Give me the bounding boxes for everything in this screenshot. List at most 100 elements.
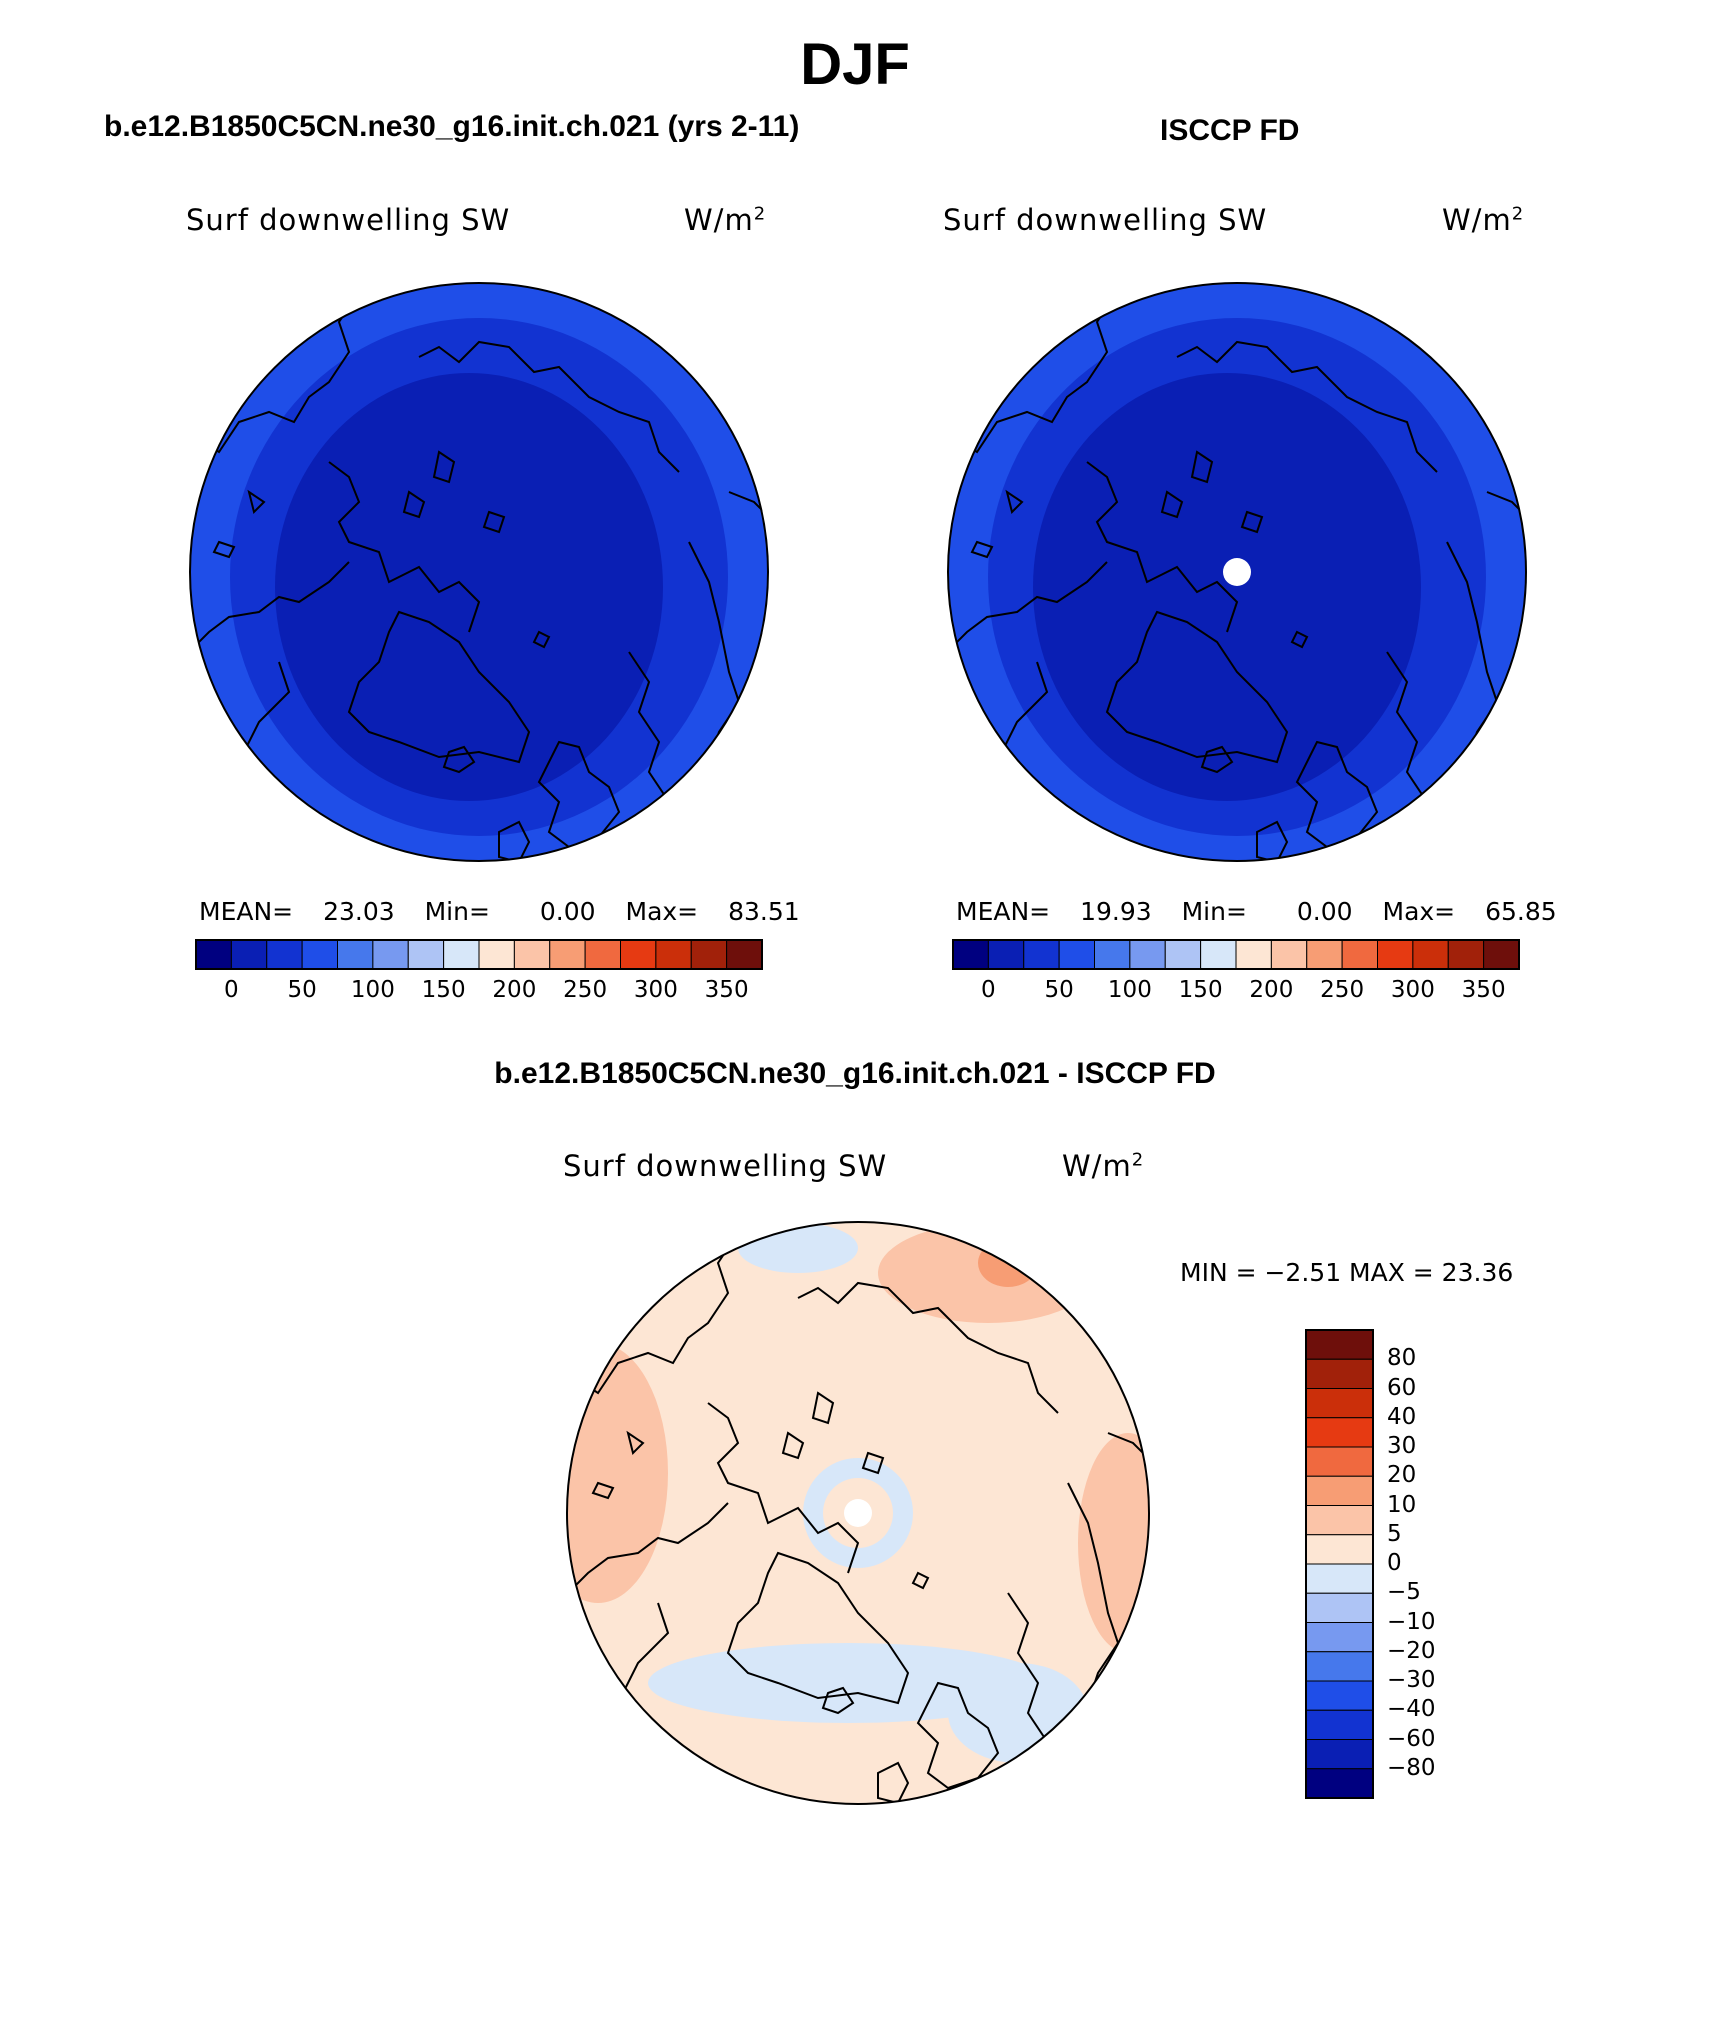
- colorbar-tick-label: −5: [1387, 1579, 1421, 1606]
- colorbar-swatch: [1305, 1358, 1374, 1389]
- colorbar-swatch: [620, 939, 657, 970]
- obs-min-value: 0.00: [1296, 897, 1353, 926]
- diff-minmax: MIN = −2.51 MAX = 23.36: [1180, 1258, 1514, 1287]
- colorbar-tick-label: 100: [1107, 977, 1152, 1003]
- obs-variable-label: Surf downwelling SW: [943, 203, 1268, 237]
- colorbar-tick-label: 150: [1178, 977, 1223, 1003]
- colorbar-tick-label: 300: [1390, 977, 1435, 1003]
- model-min-value: 0.00: [539, 897, 596, 926]
- colorbar-swatch: [1094, 939, 1131, 970]
- colorbar-tick-label: −40: [1387, 1696, 1436, 1723]
- colorbar-swatch: [1023, 939, 1060, 970]
- colorbar-tick-label: 50: [1044, 977, 1074, 1003]
- colorbar-swatch: [1305, 1739, 1374, 1770]
- model-map: [189, 282, 769, 862]
- diff-variable-label: Surf downwelling SW: [563, 1149, 888, 1183]
- colorbar-swatch: [1129, 939, 1166, 970]
- colorbar-swatch: [549, 939, 586, 970]
- colorbar-swatch: [952, 939, 989, 970]
- colorbar-swatch: [1305, 1534, 1374, 1565]
- colorbar-tick-label: 250: [563, 977, 608, 1003]
- colorbar-swatch: [1305, 1622, 1374, 1653]
- colorbar-swatch: [1447, 939, 1485, 970]
- colorbar-swatch: [513, 939, 551, 970]
- colorbar-tick-label: 250: [1320, 977, 1365, 1003]
- model-panel-title: b.e12.B1850C5CN.ne30_g16.init.ch.021 (yr…: [104, 110, 800, 143]
- colorbar-tick-label: −10: [1387, 1608, 1436, 1635]
- colorbar-swatch: [655, 939, 692, 970]
- colorbar-swatch: [1305, 1475, 1374, 1506]
- colorbar-tick-label: 200: [1249, 977, 1294, 1003]
- colorbar-swatch: [478, 939, 515, 970]
- colorbar-tick-label: 350: [704, 977, 749, 1003]
- colorbar-tick-label: 100: [350, 977, 395, 1003]
- obs-min-label: Min=: [1181, 897, 1247, 926]
- colorbar-tick-label: 60: [1387, 1374, 1417, 1401]
- colorbar-swatch: [726, 939, 763, 970]
- colorbar-swatch: [584, 939, 621, 970]
- obs-max-label: Max=: [1382, 897, 1456, 926]
- colorbar-tick-label: −80: [1387, 1754, 1436, 1781]
- colorbar-swatch: [1483, 939, 1520, 970]
- colorbar-swatch: [195, 939, 232, 970]
- obs-units-label: W/m2: [1442, 203, 1525, 237]
- model-mean-value: 23.03: [323, 897, 395, 926]
- colorbar-tick-label: −20: [1387, 1637, 1436, 1664]
- colorbar-tick-label: 5: [1387, 1520, 1402, 1547]
- colorbar-tick-label: 50: [287, 977, 317, 1003]
- colorbar-swatch: [1305, 1592, 1374, 1623]
- colorbar-swatch: [1200, 939, 1237, 970]
- colorbar-tick-label: −60: [1387, 1725, 1436, 1752]
- colorbar-swatch: [1305, 1709, 1374, 1740]
- colorbar-swatch: [1164, 939, 1202, 970]
- diff-panel-title: b.e12.B1850C5CN.ne30_g16.init.ch.021 - I…: [494, 1057, 1216, 1090]
- model-max-label: Max=: [625, 897, 699, 926]
- colorbar-swatch: [443, 939, 480, 970]
- obs-stats: MEAN= 19.93 Min= 0.00 Max= 65.85: [956, 897, 1557, 926]
- diff-colorbar: [1305, 1329, 1374, 1799]
- colorbar-tick-label: 80: [1387, 1345, 1417, 1372]
- model-min-label: Min=: [424, 897, 490, 926]
- model-stats: MEAN= 23.03 Min= 0.00 Max= 83.51: [199, 897, 800, 926]
- colorbar-swatch: [1305, 1505, 1374, 1536]
- page-title: DJF: [800, 32, 910, 97]
- model-units-label: W/m2: [684, 203, 767, 237]
- obs-colorbar: [952, 939, 1520, 970]
- colorbar-swatch: [1305, 1563, 1374, 1594]
- diff-map: [566, 1221, 1150, 1805]
- colorbar-tick-label: 300: [633, 977, 678, 1003]
- model-max-value: 83.51: [728, 897, 800, 926]
- colorbar-swatch: [1412, 939, 1449, 970]
- diff-units-label: W/m2: [1062, 1149, 1145, 1183]
- colorbar-tick-label: 200: [492, 977, 537, 1003]
- colorbar-swatch: [1305, 1417, 1374, 1448]
- colorbar-swatch: [1270, 939, 1308, 970]
- obs-mean-value: 19.93: [1080, 897, 1152, 926]
- model-mean-label: MEAN=: [199, 897, 294, 926]
- colorbar-tick-label: 0: [1387, 1550, 1402, 1576]
- colorbar-tick-label: 150: [421, 977, 466, 1003]
- colorbar-swatch: [337, 939, 374, 970]
- colorbar-swatch: [372, 939, 409, 970]
- colorbar-swatch: [407, 939, 445, 970]
- colorbar-swatch: [1305, 1680, 1374, 1711]
- colorbar-tick-label: 350: [1461, 977, 1506, 1003]
- colorbar-tick-label: 0: [981, 977, 996, 1003]
- colorbar-swatch: [1305, 1388, 1374, 1419]
- obs-max-value: 65.85: [1485, 897, 1557, 926]
- colorbar-swatch: [301, 939, 338, 970]
- colorbar-swatch: [987, 939, 1025, 970]
- colorbar-swatch: [266, 939, 303, 970]
- colorbar-swatch: [1306, 939, 1343, 970]
- model-colorbar: [195, 939, 763, 970]
- colorbar-swatch: [1377, 939, 1414, 970]
- colorbar-swatch: [1305, 1651, 1374, 1682]
- obs-panel-title: ISCCP FD: [1160, 114, 1300, 147]
- colorbar-swatch: [1305, 1768, 1374, 1799]
- colorbar-swatch: [1058, 939, 1095, 970]
- obs-mean-label: MEAN=: [956, 897, 1051, 926]
- colorbar-tick-label: 0: [224, 977, 239, 1003]
- model-variable-label: Surf downwelling SW: [186, 203, 511, 237]
- colorbar-swatch: [1235, 939, 1272, 970]
